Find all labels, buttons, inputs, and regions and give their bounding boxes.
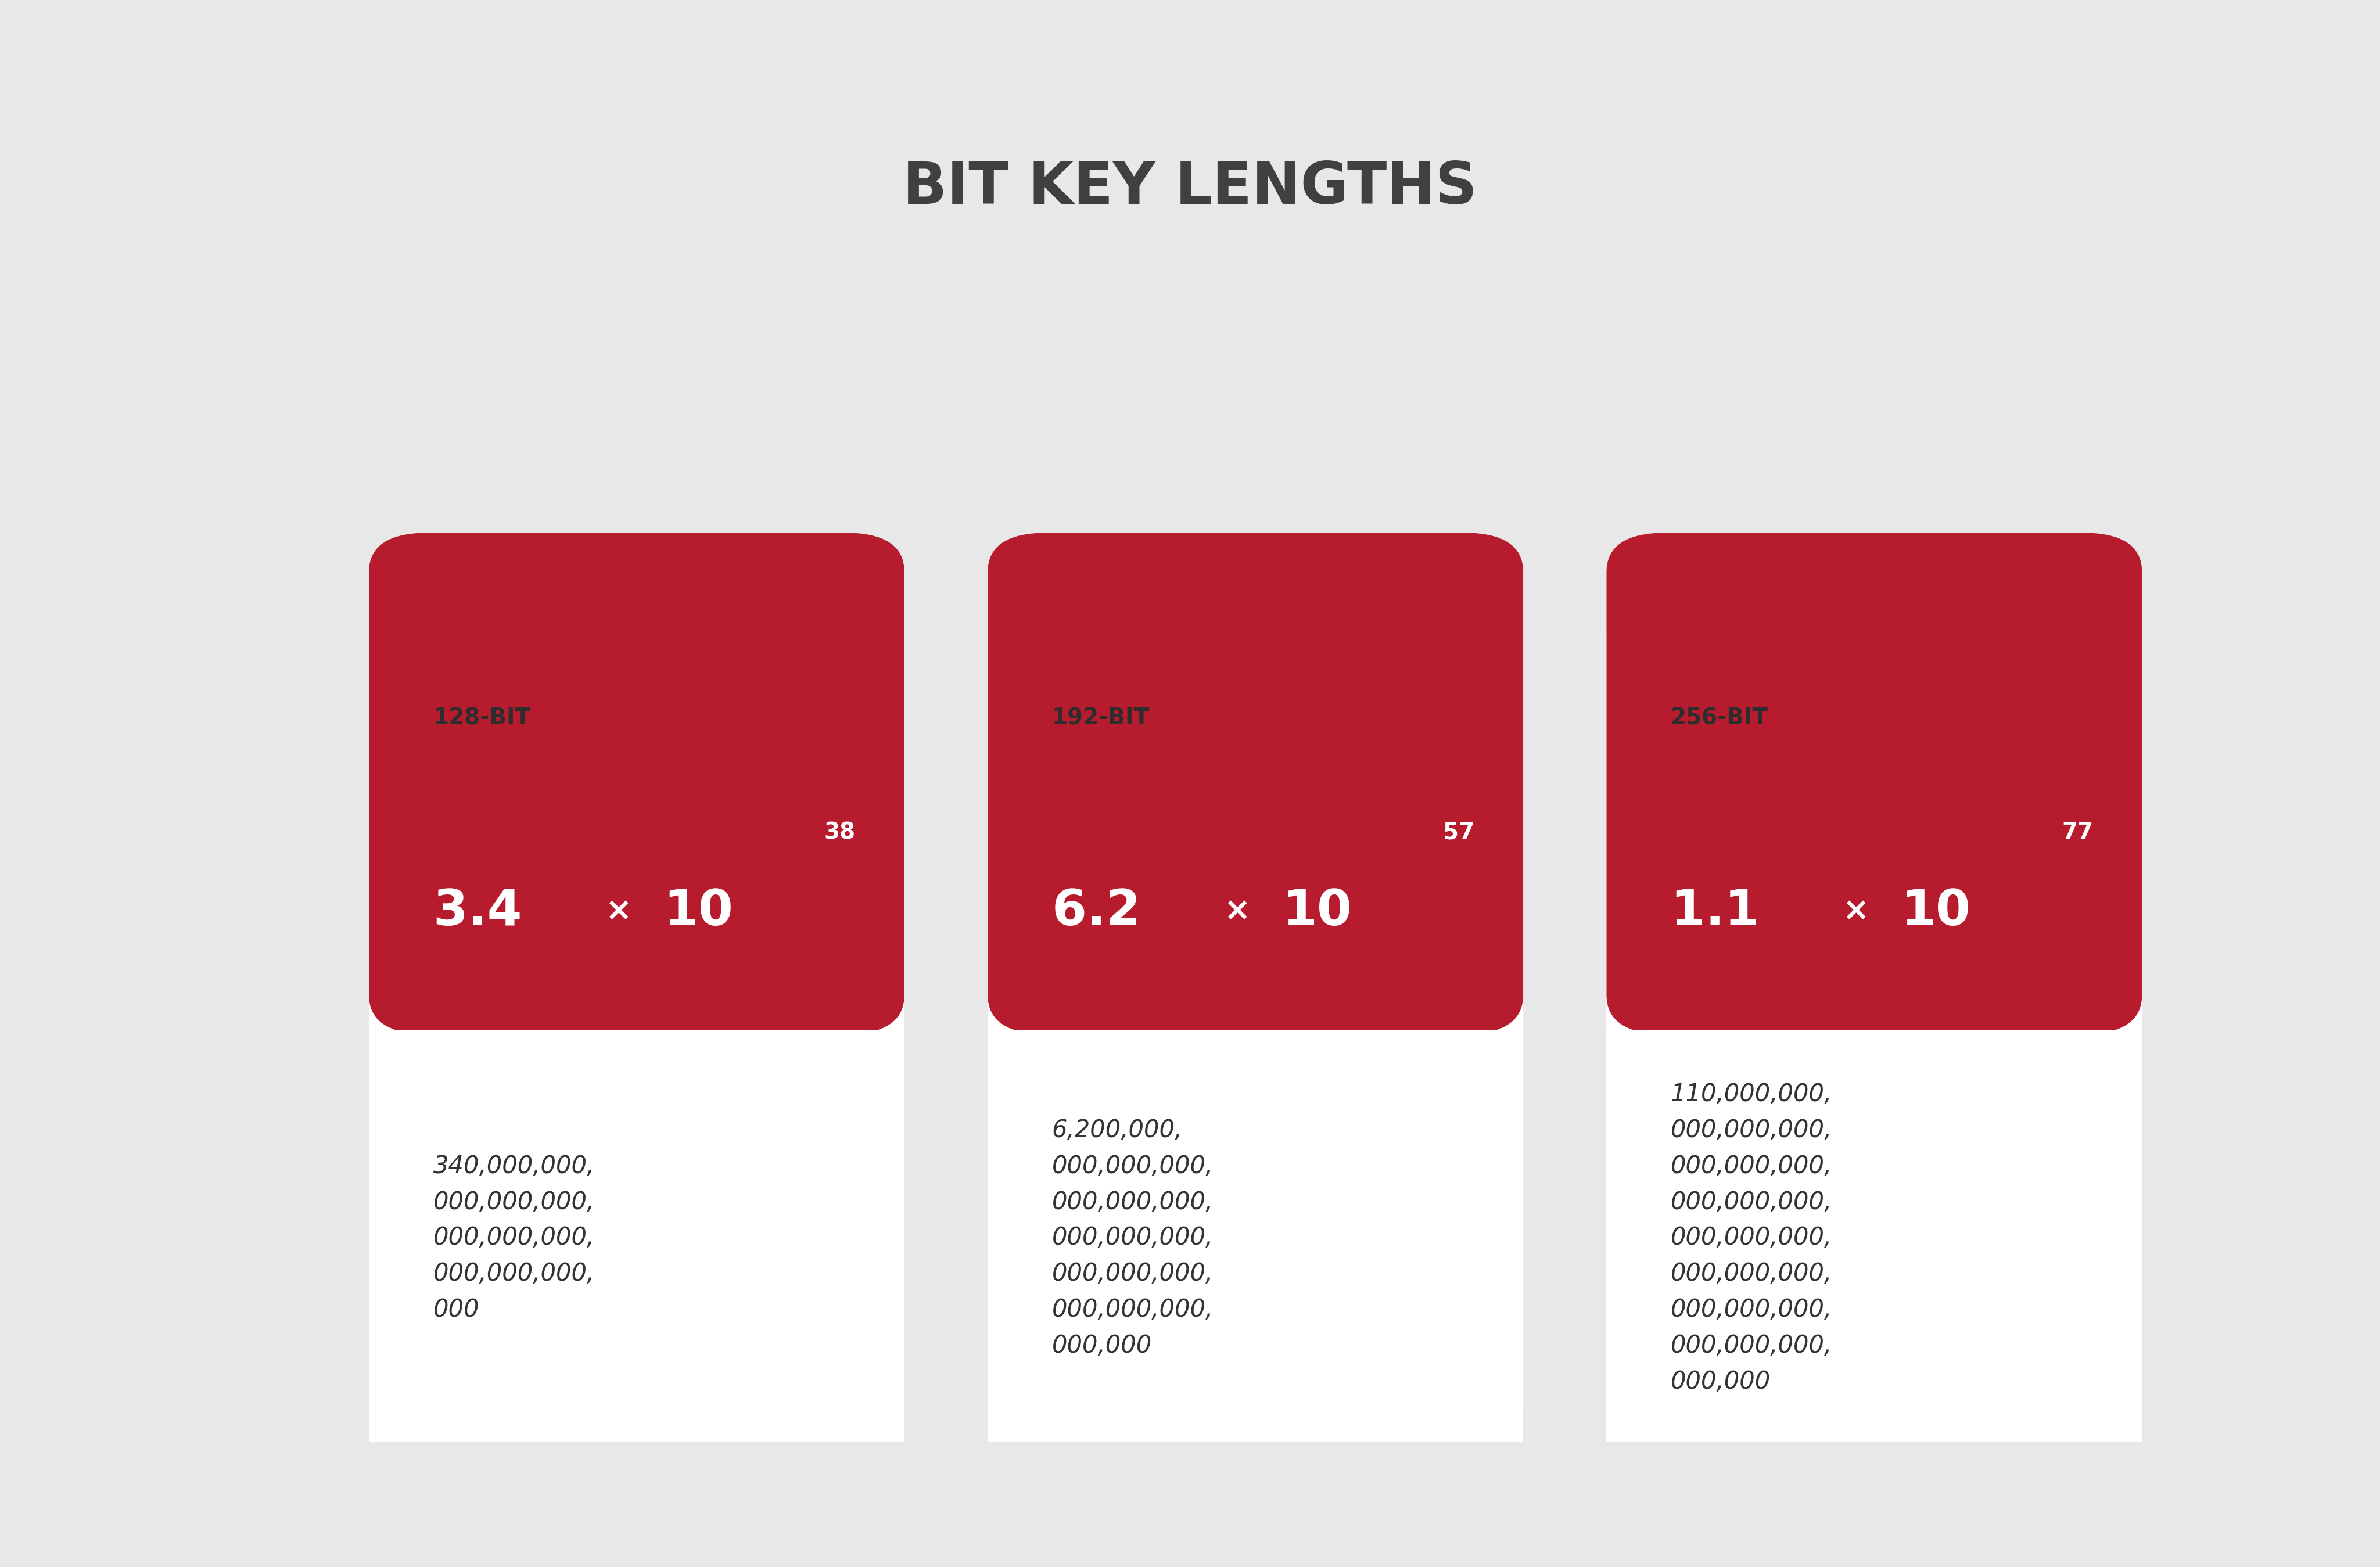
FancyBboxPatch shape xyxy=(988,595,1523,1442)
FancyBboxPatch shape xyxy=(369,595,904,1442)
Text: 6.2: 6.2 xyxy=(1052,887,1159,935)
Text: 10: 10 xyxy=(1902,887,1971,935)
Text: BIT KEY LENGTHS: BIT KEY LENGTHS xyxy=(902,160,1478,216)
FancyBboxPatch shape xyxy=(1607,595,2142,1442)
Text: 3.4: 3.4 xyxy=(433,887,540,935)
FancyBboxPatch shape xyxy=(988,533,1523,1034)
Text: 57: 57 xyxy=(1442,821,1473,843)
Text: 10: 10 xyxy=(1283,887,1352,935)
Text: ×: × xyxy=(1223,896,1250,928)
Text: ×: × xyxy=(605,896,631,928)
Text: 10: 10 xyxy=(664,887,733,935)
Text: 256-BIT: 256-BIT xyxy=(1671,707,1768,729)
Text: ×: × xyxy=(1842,896,1868,928)
FancyBboxPatch shape xyxy=(988,1030,1523,1442)
FancyBboxPatch shape xyxy=(369,533,904,1034)
Text: 77: 77 xyxy=(2061,821,2092,843)
FancyBboxPatch shape xyxy=(1607,533,2142,1034)
Text: 110,000,000,
000,000,000,
000,000,000,
000,000,000,
000,000,000,
000,000,000,
00: 110,000,000, 000,000,000, 000,000,000, 0… xyxy=(1671,1083,1833,1393)
FancyBboxPatch shape xyxy=(1607,1030,2142,1442)
Text: 128-BIT: 128-BIT xyxy=(433,707,531,729)
Text: 6,200,000,
000,000,000,
000,000,000,
000,000,000,
000,000,000,
000,000,000,
000,: 6,200,000, 000,000,000, 000,000,000, 000… xyxy=(1052,1117,1214,1359)
Text: 1.1: 1.1 xyxy=(1671,887,1778,935)
Text: 192-BIT: 192-BIT xyxy=(1052,707,1150,729)
FancyBboxPatch shape xyxy=(369,1030,904,1442)
Text: 340,000,000,
000,000,000,
000,000,000,
000,000,000,
000: 340,000,000, 000,000,000, 000,000,000, 0… xyxy=(433,1153,595,1323)
Text: 38: 38 xyxy=(823,821,854,843)
